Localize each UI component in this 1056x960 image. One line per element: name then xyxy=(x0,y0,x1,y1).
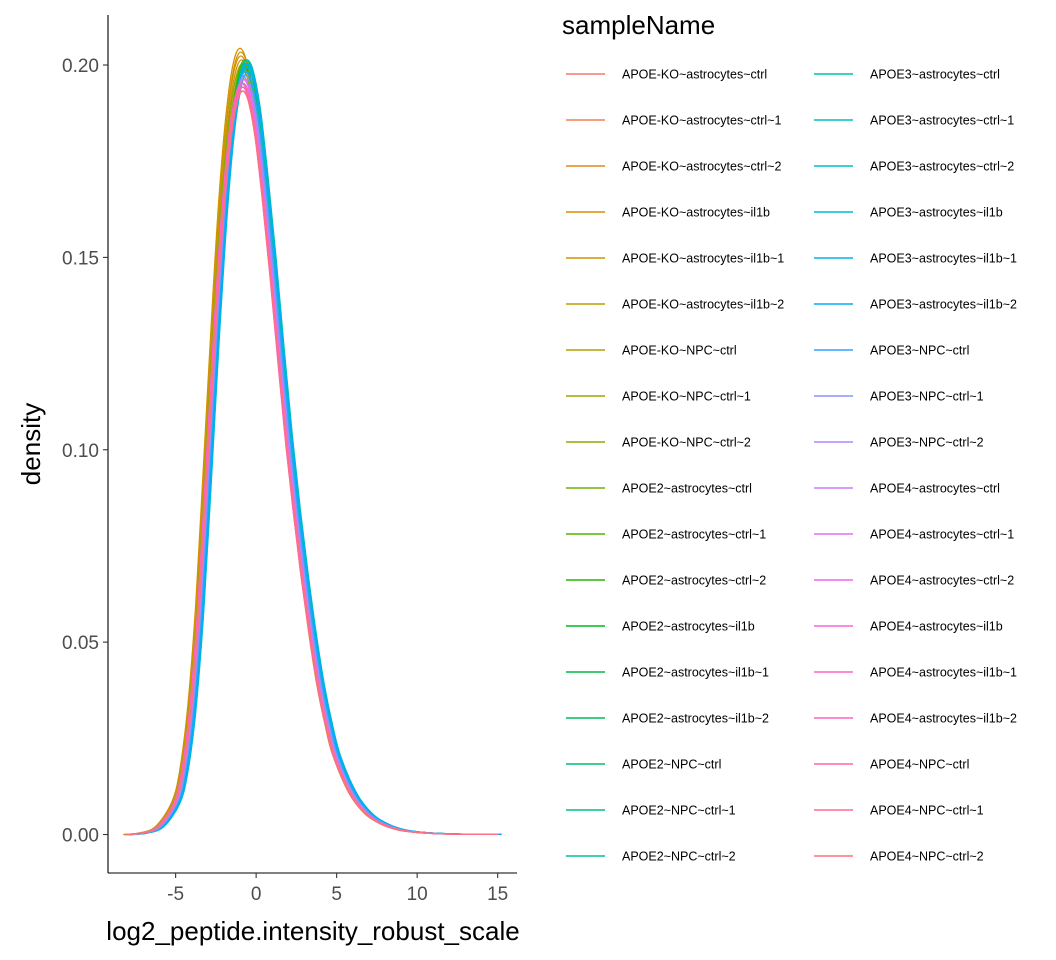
legend-items: APOE-KO~astrocytes~ctrl APOE-KO~astrocyte… xyxy=(566,68,1017,864)
legend-label-27: APOE3~NPC~ctrl~2 xyxy=(870,436,984,450)
density-curve-4 xyxy=(123,47,494,836)
density-curves xyxy=(123,47,502,836)
density-curve-28 xyxy=(126,82,497,836)
density-curve-16 xyxy=(129,59,501,836)
plot-panel: 0.00 0.05 0.10 0.15 0.20 -5 0 5 10 15 xyxy=(62,15,517,905)
legend-label-21: APOE3~astrocytes~ctrl~2 xyxy=(870,160,1014,174)
x-tick-label: 15 xyxy=(487,884,508,905)
density-curve-25 xyxy=(128,70,500,836)
density-curve-36 xyxy=(125,90,497,836)
density-curve-7 xyxy=(125,63,497,836)
density-curve-31 xyxy=(124,82,496,836)
legend-label-34: APOE4~NPC~ctrl xyxy=(870,758,969,772)
density-curve-8 xyxy=(126,70,497,836)
legend-label-28: APOE4~astrocytes~ctrl xyxy=(870,482,1000,496)
legend-label-4: APOE-KO~astrocytes~il1b xyxy=(622,206,770,220)
x-tick-label: 0 xyxy=(251,884,262,905)
density-curve-29 xyxy=(125,86,497,836)
density-curve-12 xyxy=(127,66,498,836)
legend-label-2: APOE-KO~astrocytes~ctrl~1 xyxy=(622,114,781,128)
legend-label-11: APOE2~astrocytes~ctrl~1 xyxy=(622,528,766,542)
density-curve-14 xyxy=(128,66,499,836)
legend-label-30: APOE4~astrocytes~ctrl~2 xyxy=(870,574,1014,588)
legend-label-19: APOE3~astrocytes~ctrl xyxy=(870,68,1000,82)
density-curve-1 xyxy=(125,74,497,836)
x-tick-label: 10 xyxy=(407,884,428,905)
legend-label-23: APOE3~astrocytes~il1b~1 xyxy=(870,252,1017,266)
legend-label-10: APOE2~astrocytes~ctrl xyxy=(622,482,752,496)
legend-label-17: APOE2~NPC~ctrl~1 xyxy=(622,804,736,818)
density-curve-6 xyxy=(124,51,495,836)
legend-label-31: APOE4~astrocytes~il1b xyxy=(870,620,1003,634)
density-curve-9 xyxy=(124,66,496,836)
legend-label-33: APOE4~astrocytes~il1b~2 xyxy=(870,712,1017,726)
legend-label-35: APOE4~NPC~ctrl~1 xyxy=(870,804,984,818)
density-curve-35 xyxy=(126,86,497,836)
legend-label-5: APOE-KO~astrocytes~il1b~1 xyxy=(622,252,784,266)
legend-label-20: APOE3~astrocytes~ctrl~1 xyxy=(870,114,1014,128)
density-curve-30 xyxy=(126,78,497,836)
legend-label-9: APOE-KO~NPC~ctrl~2 xyxy=(622,436,751,450)
y-axis-title: density xyxy=(16,403,46,485)
density-curve-15 xyxy=(128,63,500,836)
legend-label-36: APOE4~NPC~ctrl~2 xyxy=(870,850,984,864)
legend-label-24: APOE3~astrocytes~il1b~2 xyxy=(870,298,1017,312)
density-curve-11 xyxy=(128,59,499,836)
y-tick-label: 0.15 xyxy=(62,248,99,269)
density-curve-26 xyxy=(128,74,499,836)
legend-label-7: APOE-KO~NPC~ctrl xyxy=(622,344,737,358)
legend-label-3: APOE-KO~astrocytes~ctrl~2 xyxy=(622,160,781,174)
density-curve-21 xyxy=(129,63,501,836)
legend-title: sampleName xyxy=(562,10,715,40)
x-tick-label: 5 xyxy=(331,884,342,905)
legend-label-12: APOE2~astrocytes~ctrl~2 xyxy=(622,574,766,588)
density-curve-5 xyxy=(124,59,496,836)
x-axis-title: log2_peptide.intensity_robust_scale xyxy=(106,916,519,946)
legend-label-26: APOE3~NPC~ctrl~1 xyxy=(870,390,984,404)
legend-label-13: APOE2~astrocytes~il1b xyxy=(622,620,755,634)
y-tick-label: 0.20 xyxy=(62,56,99,77)
density-curve-33 xyxy=(126,90,497,836)
density-curve-13 xyxy=(128,70,500,836)
legend-label-1: APOE-KO~astrocytes~ctrl xyxy=(622,68,767,82)
density-curve-10 xyxy=(127,63,498,836)
y-tick-label: 0.05 xyxy=(62,633,99,654)
legend-label-16: APOE2~NPC~ctrl xyxy=(622,758,721,772)
y-tick-label: 0.00 xyxy=(62,826,99,847)
density-curve-34 xyxy=(125,82,497,836)
y-axis-ticks: 0.00 0.05 0.10 0.15 0.20 xyxy=(62,56,108,847)
legend-label-25: APOE3~NPC~ctrl xyxy=(870,344,969,358)
density-curve-27 xyxy=(127,78,498,836)
legend-label-6: APOE-KO~astrocytes~il1b~2 xyxy=(622,298,784,312)
legend-label-14: APOE2~astrocytes~il1b~1 xyxy=(622,666,769,680)
legend-label-15: APOE2~astrocytes~il1b~2 xyxy=(622,712,769,726)
density-curve-2 xyxy=(126,66,497,836)
legend-label-18: APOE2~NPC~ctrl~2 xyxy=(622,850,736,864)
y-tick-label: 0.10 xyxy=(62,441,99,462)
x-axis-ticks: -5 0 5 10 15 xyxy=(167,873,508,905)
legend-label-29: APOE4~astrocytes~ctrl~1 xyxy=(870,528,1014,542)
density-curve-3 xyxy=(124,55,495,836)
legend-label-22: APOE3~astrocytes~il1b xyxy=(870,206,1003,220)
legend: sampleName APOE-KO~astrocytes~ctrlAPOE-K… xyxy=(562,10,1017,864)
legend-label-32: APOE4~astrocytes~il1b~1 xyxy=(870,666,1017,680)
density-curve-32 xyxy=(125,86,497,836)
x-tick-label: -5 xyxy=(167,884,184,905)
legend-label-8: APOE-KO~NPC~ctrl~1 xyxy=(622,390,751,404)
